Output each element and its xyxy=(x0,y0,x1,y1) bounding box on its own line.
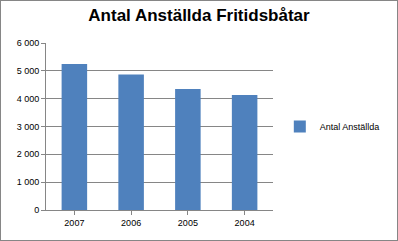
svg-text:2 000: 2 000 xyxy=(17,149,40,159)
svg-text:0: 0 xyxy=(34,205,39,215)
svg-text:2006: 2006 xyxy=(121,218,141,228)
svg-text:2005: 2005 xyxy=(178,218,198,228)
svg-text:5 000: 5 000 xyxy=(17,66,40,76)
svg-text:Antal Anställda: Antal Anställda xyxy=(320,122,380,132)
svg-text:2004: 2004 xyxy=(235,218,255,228)
svg-text:2007: 2007 xyxy=(64,218,84,228)
svg-text:3 000: 3 000 xyxy=(17,122,40,132)
svg-text:1 000: 1 000 xyxy=(17,177,40,187)
svg-text:Antal Anställda Fritidsbåtar: Antal Anställda Fritidsbåtar xyxy=(88,6,310,25)
svg-text:6 000: 6 000 xyxy=(17,38,40,48)
svg-text:4 000: 4 000 xyxy=(17,94,40,104)
